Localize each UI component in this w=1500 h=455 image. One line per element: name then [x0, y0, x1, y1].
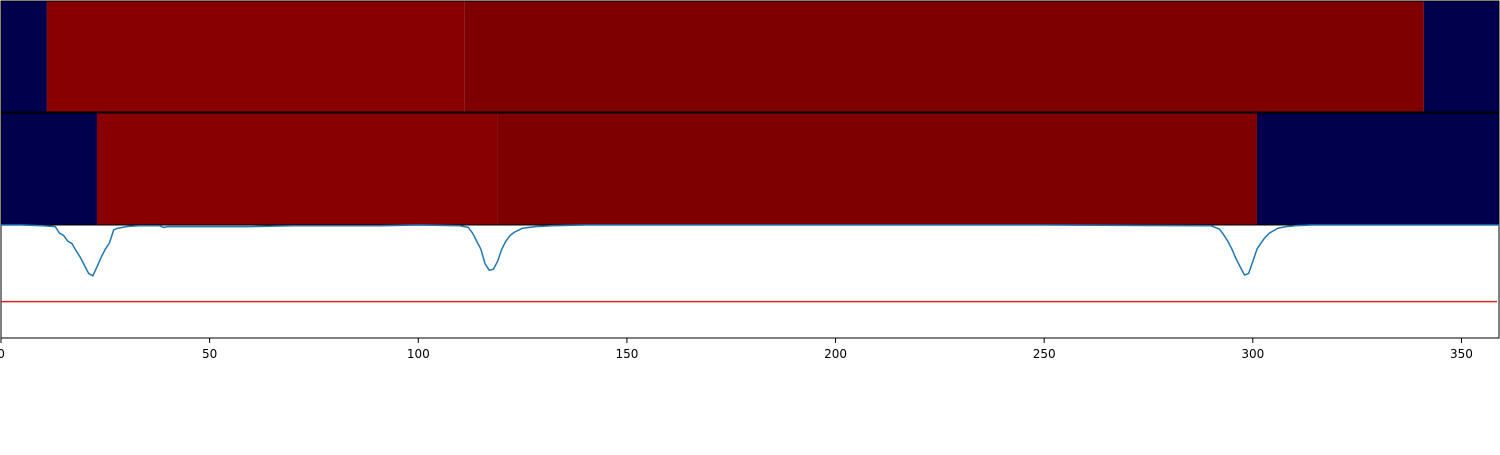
- heatmap-row-1-frame: [0, 0, 1500, 113]
- line-panel-frame: [0, 224, 1500, 339]
- x-tick-label-200: 200: [824, 347, 847, 361]
- heatmap-row-2-segment-1: [1, 113, 97, 225]
- heatmap-row-2-segment-3: [497, 113, 1257, 225]
- heatmap-row-1-segment-2: [46, 1, 465, 112]
- x-axis: 0 50 100 150 200 250 300 350: [0, 338, 1473, 361]
- x-tick-label-250: 250: [1033, 347, 1056, 361]
- heatmap-row-1-segment-3: [464, 1, 1424, 112]
- heatmap-row-1-segment-1: [1, 1, 47, 112]
- heatmap-row-2: [0, 112, 1500, 226]
- x-tick-label-0: 0: [0, 347, 5, 361]
- x-tick-label-150: 150: [615, 347, 638, 361]
- heatmap-row-1-segment-4: [1423, 1, 1499, 112]
- heatmap-row-1: [0, 0, 1500, 113]
- x-tick-label-350: 350: [1450, 347, 1473, 361]
- line-panel: [0, 224, 1500, 339]
- x-tick-label-300: 300: [1241, 347, 1264, 361]
- heatmap-row-2-segment-4: [1256, 113, 1499, 225]
- series-line-1: [1, 224, 1499, 277]
- x-tick-label-100: 100: [407, 347, 430, 361]
- x-tick-label-50: 50: [202, 347, 217, 361]
- heatmap-row-2-segment-2: [96, 113, 498, 225]
